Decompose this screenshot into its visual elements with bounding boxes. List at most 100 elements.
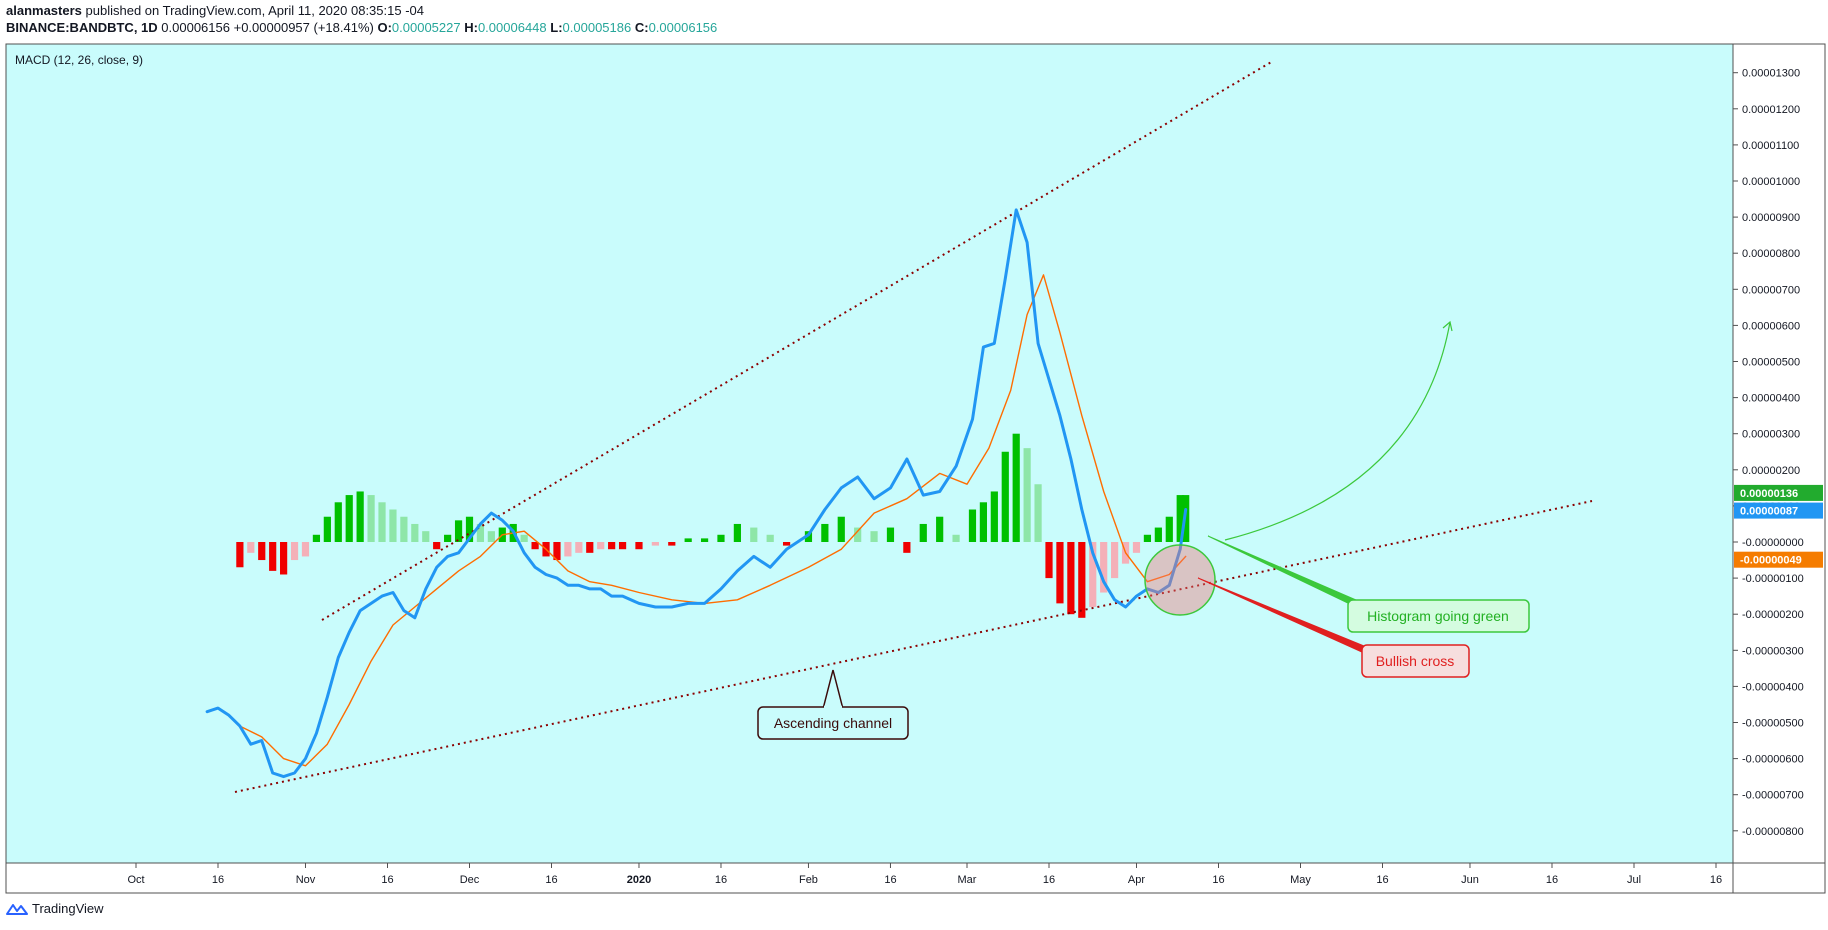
bullish-cross-text: Bullish cross [1376, 653, 1455, 669]
histogram-bar [1001, 451, 1009, 542]
histogram-bar [323, 516, 331, 542]
histogram-bar [990, 491, 998, 542]
time-axis: Oct 16 Nov 16 Dec 16 2020 16 Feb 16 Mar 16 Apr 16 May 1… [127, 863, 1722, 886]
histogram-bar [886, 527, 895, 542]
histogram-bar [870, 531, 878, 542]
x-tick-label: Mar [958, 874, 977, 886]
histogram-bar [919, 523, 927, 542]
y-tick-label: 0.00000200 [1742, 465, 1800, 477]
histogram-bar [586, 542, 594, 553]
y-tick-label: 0.00000400 [1742, 393, 1800, 405]
price-label-text: 0.00000087 [1740, 506, 1798, 518]
histogram-bar [700, 538, 709, 542]
histogram-bar [936, 516, 944, 542]
x-tick-label: Dec [460, 874, 480, 886]
price-label-text: 0.00000136 [1740, 488, 1798, 500]
ascending-channel-callout[interactable]: Ascending channel [757, 705, 909, 740]
y-tick-label: 0.00000700 [1742, 284, 1800, 296]
x-tick-label: Apr [1128, 874, 1145, 886]
last-price: 0.00006156 [161, 20, 230, 35]
histogram-bar [618, 542, 627, 550]
y-tick-label: -0.00000000 [1742, 537, 1804, 549]
ascending-channel-text: Ascending channel [774, 715, 892, 731]
price-label-box [1734, 551, 1823, 568]
x-tick-label: 16 [884, 874, 896, 886]
symbol-name[interactable]: BINANCE:BANDBTC, 1D [6, 20, 158, 35]
price-axis: 0.00001300 0.00001200 0.00001100 0.00001000… [1733, 68, 1804, 838]
x-tick-label: 16 [545, 874, 557, 886]
histogram-bar [312, 534, 321, 542]
histogram-bar [750, 527, 758, 542]
histogram-bar [1165, 516, 1173, 542]
histogram-bar [389, 509, 397, 542]
histogram-bar [1154, 527, 1162, 542]
price-scale-background[interactable] [1733, 44, 1825, 863]
histogram-bar [356, 491, 364, 542]
y-tick-label: -0.00000500 [1742, 718, 1804, 730]
open-value: 0.00005227 [391, 20, 461, 35]
histogram-green-callout[interactable]: Histogram going green [1347, 599, 1530, 633]
bullish-cross-box [1361, 644, 1470, 678]
x-tick-label: Oct [127, 874, 144, 886]
signal-line [239, 274, 1187, 767]
histogram-bar [1034, 484, 1042, 542]
low-label: L: [550, 20, 563, 35]
histogram-bar [1067, 542, 1075, 615]
y-tick-label: 0.00000900 [1742, 212, 1800, 224]
histogram-bar [651, 542, 659, 546]
histogram-bar [269, 542, 277, 571]
histogram-bar [1111, 542, 1119, 579]
x-tick-label: 16 [1212, 874, 1224, 886]
histogram-bar [1078, 542, 1086, 618]
histogram-bar [668, 542, 676, 546]
histogram-bar [733, 523, 741, 542]
histogram-bar [979, 502, 988, 542]
histogram-bar [597, 542, 605, 550]
channel-upper-line [321, 60, 1274, 621]
y-tick-label: 0.00000800 [1742, 248, 1800, 260]
histogram-bar [635, 542, 643, 550]
histogram-bar [334, 502, 342, 542]
histogram-bar [236, 542, 244, 568]
histogram-bar [821, 523, 829, 542]
open-label: O: [377, 20, 392, 35]
time-scale-background[interactable] [6, 863, 1825, 893]
y-tick-label: 0.00001200 [1742, 104, 1800, 116]
y-tick-label: 0.00001100 [1742, 140, 1799, 152]
publish-info: published on TradingView.com, April 11, … [85, 3, 424, 18]
tradingview-logo-icon[interactable] [6, 902, 28, 916]
histogram-bar [531, 542, 539, 550]
y-tick-label: -0.00000200 [1742, 609, 1804, 621]
histogram-bar [1012, 433, 1020, 542]
x-tick-label: Jul [1627, 874, 1641, 886]
x-tick-label: May [1290, 874, 1311, 886]
histogram-green-text: Histogram going green [1367, 608, 1509, 624]
histogram-bar [411, 523, 419, 542]
histogram-bar [952, 534, 960, 542]
x-tick-label: 16 [1043, 874, 1055, 886]
bullish-cross-highlight[interactable] [1144, 544, 1216, 616]
histogram-bar [520, 534, 528, 542]
histogram-bar [608, 542, 616, 550]
x-tick-label: 16 [212, 874, 224, 886]
lines-layer [205, 208, 1188, 779]
histogram-bar [367, 495, 375, 542]
x-tick-label: 2020 [627, 874, 651, 886]
publish-line: alanmasters published on TradingView.com… [6, 2, 717, 19]
author-name[interactable]: alanmasters [6, 3, 82, 18]
y-tick-label: 0.00000300 [1742, 429, 1800, 441]
x-tick-label: 16 [1546, 874, 1558, 886]
chart-header: alanmasters published on TradingView.com… [6, 2, 717, 36]
x-tick-label: 16 [1376, 874, 1388, 886]
histogram-bar [1100, 542, 1108, 593]
y-tick-label: 0.00001300 [1742, 68, 1800, 80]
symbol-line: BINANCE:BANDBTC, 1D 0.00006156 +0.000009… [6, 19, 717, 36]
histogram-bar [1176, 495, 1184, 542]
footer-brand[interactable]: TradingView [32, 901, 104, 916]
histogram-bar [575, 542, 583, 553]
indicator-label[interactable]: MACD (12, 26, close, 9) [15, 53, 143, 67]
x-tick-label: Feb [799, 874, 818, 886]
bullish-cross-callout[interactable]: Bullish cross [1361, 644, 1470, 678]
footer: TradingView [6, 901, 104, 916]
